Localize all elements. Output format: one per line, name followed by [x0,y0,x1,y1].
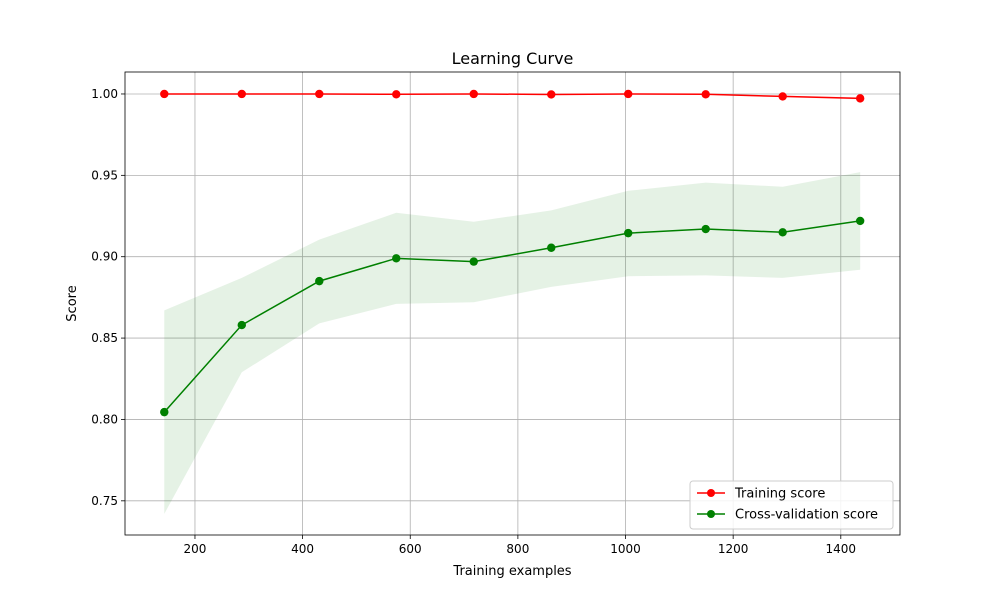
legend-label-cross-validation: Cross-validation score [735,508,878,523]
x-axis-title: Training examples [452,564,571,579]
axis-ticks: 200 400 600 800 1000 1200 1400 0.75 0.80 0.85 0.90… [91,87,856,556]
training-score-point [778,92,787,101]
x-tick-label: 800 [506,542,529,556]
series-markers [160,89,865,417]
x-tick-label: 1000 [610,542,641,556]
y-tick-label: 0.85 [91,331,118,345]
legend-swatch-cv-marker [707,510,715,518]
x-tick-label: 1200 [718,542,749,556]
training-score-line [164,93,861,100]
legend: Training score Cross-validation score [689,480,894,530]
grid [125,72,900,535]
y-tick-label: 1.00 [91,87,118,101]
cross-validation-score-line [163,220,861,413]
plot-frame [124,71,901,536]
legend-box [689,480,894,530]
legend-label-training: Training score [734,487,825,502]
x-tick-label: 200 [184,542,207,556]
cross-validation-score-point [315,276,324,286]
cross-validation-score-point [547,243,556,252]
training-score-point [547,90,556,99]
cross-validation-score-band [164,172,861,514]
y-axis-title: Score [65,285,80,321]
cross-validation-score-point [701,224,710,234]
y-tick-label: 0.95 [91,168,118,182]
training-score-point [160,89,169,99]
cross-validation-score-point [392,254,401,263]
training-score-point [469,89,478,99]
cross-validation-score-point [778,228,787,237]
x-tick-label: 1400 [826,542,857,556]
cross-validation-score-point [855,216,865,226]
training-score-point [701,90,710,99]
cross-validation-score-point [469,257,478,266]
cross-validation-score-point [624,228,633,238]
x-tick-label: 600 [399,542,422,556]
y-tick-label: 0.75 [91,494,118,508]
legend-swatch-training-marker [707,489,715,497]
cross-validation-score-point [160,407,169,417]
y-tick-label: 0.80 [91,412,118,426]
cross-validation-score-point [237,320,246,330]
x-tick-label: 400 [291,542,314,556]
series-lines [163,93,861,413]
training-score-point [855,94,865,103]
y-tick-label: 0.90 [91,250,118,264]
training-score-point [392,90,401,99]
confidence-bands [164,93,861,514]
training-score-point [624,89,633,99]
training-score-point [237,89,246,99]
chart-title: Learning Curve [452,49,574,68]
training-score-point [315,89,324,99]
